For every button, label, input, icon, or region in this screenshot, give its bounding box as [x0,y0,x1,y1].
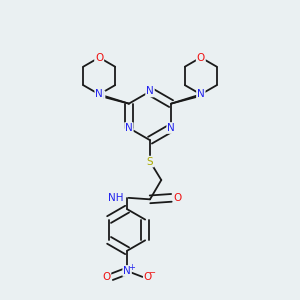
Text: O: O [102,272,110,282]
Text: −: − [148,268,155,277]
Text: S: S [147,157,153,166]
Text: NH: NH [108,193,123,203]
Text: O: O [197,52,205,62]
Text: O: O [95,52,103,62]
Text: N: N [123,266,131,276]
Text: +: + [128,263,135,272]
Text: O: O [144,272,152,282]
Text: O: O [174,193,182,203]
Text: N: N [146,86,154,96]
Text: N: N [197,89,205,99]
Text: N: N [125,123,133,133]
Text: N: N [167,123,175,133]
Text: N: N [95,89,103,99]
Text: N: N [97,91,104,101]
